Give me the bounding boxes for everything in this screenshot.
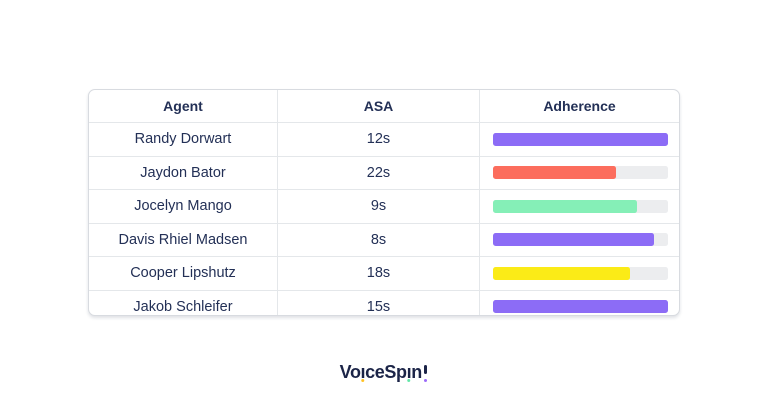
- asa-value-cell: 12s: [278, 123, 480, 156]
- asa-value-cell: 18s: [278, 257, 480, 290]
- agent-name-cell: Davis Rhiel Madsen: [89, 223, 278, 256]
- agent-name-cell: Jakob Schleifer: [89, 290, 278, 315]
- adherence-cell: [480, 123, 679, 156]
- table-row: Davis Rhiel Madsen 8s: [89, 222, 679, 257]
- adherence-cell: [480, 224, 679, 257]
- column-header-agent: Agent: [89, 90, 278, 122]
- logo-letter-i: ı: [360, 362, 366, 382]
- logo-text-part: ceSp: [365, 362, 407, 382]
- logo-text-part: n: [411, 362, 422, 382]
- asa-value-cell: 9s: [278, 190, 480, 223]
- logo-exclamation-icon: [423, 365, 429, 382]
- adherence-bar-track: [493, 132, 668, 146]
- asa-value-cell: 15s: [278, 290, 480, 315]
- logo-letter-i: ı: [406, 362, 412, 382]
- logo-dot-i1: [361, 378, 365, 382]
- table-header-row: Agent ASA Adherence: [89, 90, 679, 122]
- table-row: Randy Dorwart 12s: [89, 122, 679, 156]
- logo-dot-exclamation: [423, 378, 428, 382]
- logo-text-part: Vo: [339, 362, 361, 382]
- adherence-bar-fill: [493, 266, 630, 280]
- voicespin-logo: Vo ı ceSp ı n: [0, 363, 768, 385]
- agent-name-cell: Jocelyn Mango: [89, 190, 278, 223]
- adherence-cell: [480, 291, 679, 316]
- adherence-bar-track: [493, 300, 668, 314]
- adherence-bar-track: [493, 199, 668, 213]
- table-row: Cooper Lipshutz 18s: [89, 256, 679, 290]
- asa-value-cell: 22s: [278, 156, 480, 189]
- adherence-bar-track: [493, 266, 668, 280]
- logo-exclamation-bar: [423, 365, 428, 374]
- adherence-bar-fill: [493, 233, 654, 247]
- adherence-bar-fill: [493, 166, 616, 180]
- table-row: Jocelyn Mango 9s: [89, 189, 679, 223]
- table-row: Jaydon Bator 22s: [89, 155, 679, 190]
- adherence-cell: [480, 257, 679, 290]
- column-header-adherence: Adherence: [543, 98, 616, 114]
- agents-table: Agent ASA Adherence Randy Dorwart 12s Ja…: [88, 89, 680, 316]
- adherence-bar-fill: [493, 132, 668, 146]
- adherence-cell: [480, 157, 679, 190]
- agent-name-cell: Jaydon Bator: [89, 156, 278, 189]
- logo-dot-i2: [407, 378, 411, 382]
- adherence-bar-fill: [493, 199, 637, 213]
- adherence-cell: [480, 190, 679, 223]
- adherence-bar-fill: [493, 300, 668, 314]
- adherence-bar-track: [493, 166, 668, 180]
- adherence-bar-track: [493, 233, 668, 247]
- table-row: Jakob Schleifer 15s: [89, 289, 679, 316]
- column-header-asa: ASA: [278, 90, 480, 122]
- agent-name-cell: Cooper Lipshutz: [89, 257, 278, 290]
- agent-name-cell: Randy Dorwart: [89, 123, 278, 156]
- asa-value-cell: 8s: [278, 223, 480, 256]
